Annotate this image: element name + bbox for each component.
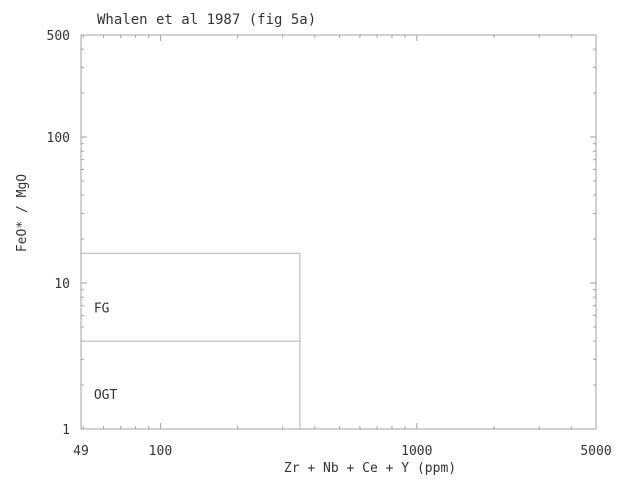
plot-frame — [80, 34, 597, 430]
y-tick-label: 500 — [47, 29, 70, 44]
x-tick-label: 100 — [149, 444, 172, 459]
y-tick-label: 100 — [47, 131, 70, 146]
x-tick-label: 1000 — [401, 444, 432, 459]
y-axis-label: FeO* / MgO — [15, 174, 30, 252]
x-tick-label: 49 — [73, 444, 89, 459]
tick-labels: 49 100 1000 5000 1 10 100 500 — [47, 29, 612, 459]
y-tick-label: 1 — [62, 423, 70, 438]
x-tick-label: 5000 — [580, 444, 611, 459]
classification-fields: FG OGT — [81, 252, 301, 429]
x-axis-label: Zr + Nb + Ce + Y (ppm) — [284, 461, 456, 476]
axis-ticks — [81, 34, 597, 430]
y-tick-label: 10 — [54, 277, 70, 292]
field-label-ogt: OGT — [94, 388, 118, 403]
field-label-fg: FG — [94, 301, 110, 316]
chart-title: Whalen et al 1987 (fig 5a) — [97, 12, 316, 28]
